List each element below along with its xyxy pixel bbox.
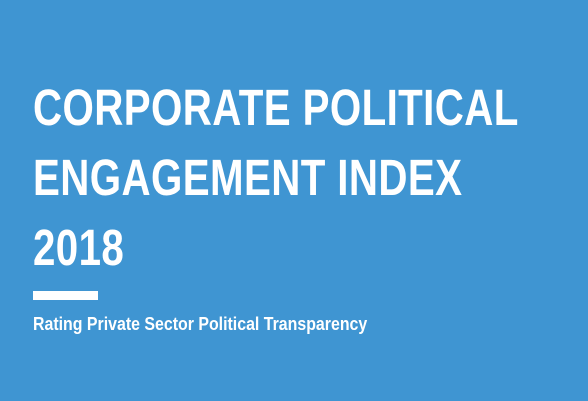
title-line-2: ENGAGEMENT INDEX xyxy=(33,149,463,206)
report-title: CORPORATE POLITICAL ENGAGEMENT INDEX 201… xyxy=(33,73,519,283)
title-line-3: 2018 xyxy=(33,219,125,276)
title-divider xyxy=(33,291,98,300)
report-subtitle: Rating Private Sector Political Transpar… xyxy=(33,313,368,334)
title-line-1: CORPORATE POLITICAL xyxy=(33,79,519,136)
